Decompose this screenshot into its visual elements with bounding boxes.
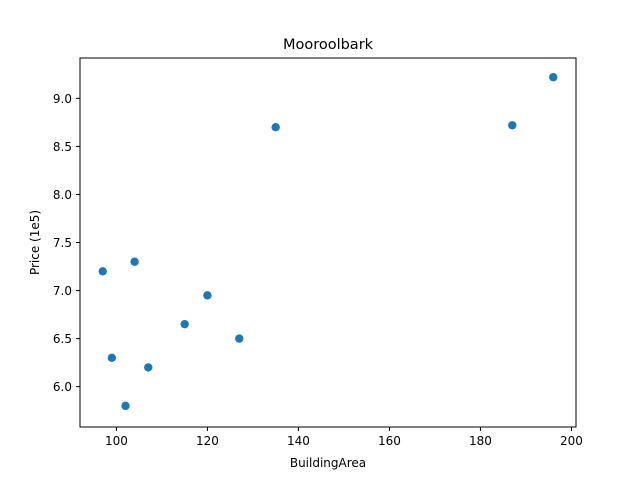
y-tick-label: 6.0 xyxy=(53,380,72,394)
y-axis-label: Price (1e5) xyxy=(28,210,42,275)
data-point-8 xyxy=(271,122,280,132)
chart-title: Mooroolbark xyxy=(283,37,374,53)
plot-area xyxy=(98,73,558,411)
y-tick-label: 9.0 xyxy=(53,92,72,106)
y-tick-label: 6.5 xyxy=(53,332,72,346)
data-point-4 xyxy=(144,363,153,372)
data-point-7 xyxy=(235,334,244,343)
data-point-1 xyxy=(107,353,117,363)
data-point-0 xyxy=(98,267,107,276)
x-tick-label: 100 xyxy=(105,434,128,448)
axes-frame xyxy=(79,57,577,428)
x-tick-label: 180 xyxy=(469,434,492,448)
data-point-2 xyxy=(121,401,130,411)
data-point-6 xyxy=(203,291,212,300)
data-point-10 xyxy=(549,73,558,82)
y-tick-label: 8.5 xyxy=(53,140,72,154)
x-tick-label: 160 xyxy=(378,434,401,448)
x-tick-label: 120 xyxy=(196,434,219,448)
data-point-5 xyxy=(180,319,189,329)
x-tick-label: 140 xyxy=(287,434,310,448)
data-point-9 xyxy=(508,121,517,130)
x-axis-label: BuildingArea xyxy=(290,456,366,470)
y-tick-label: 7.0 xyxy=(53,284,72,298)
x-tick-label: 200 xyxy=(560,434,583,448)
y-tick-label: 8.0 xyxy=(53,188,72,202)
data-point-3 xyxy=(130,257,139,266)
y-tick-label: 7.5 xyxy=(53,236,72,250)
x-axis: 100 120 140 160 180 200 xyxy=(105,427,583,448)
y-axis: 6.0 6.5 7.0 7.5 8.0 8.5 9.0 xyxy=(53,92,80,394)
